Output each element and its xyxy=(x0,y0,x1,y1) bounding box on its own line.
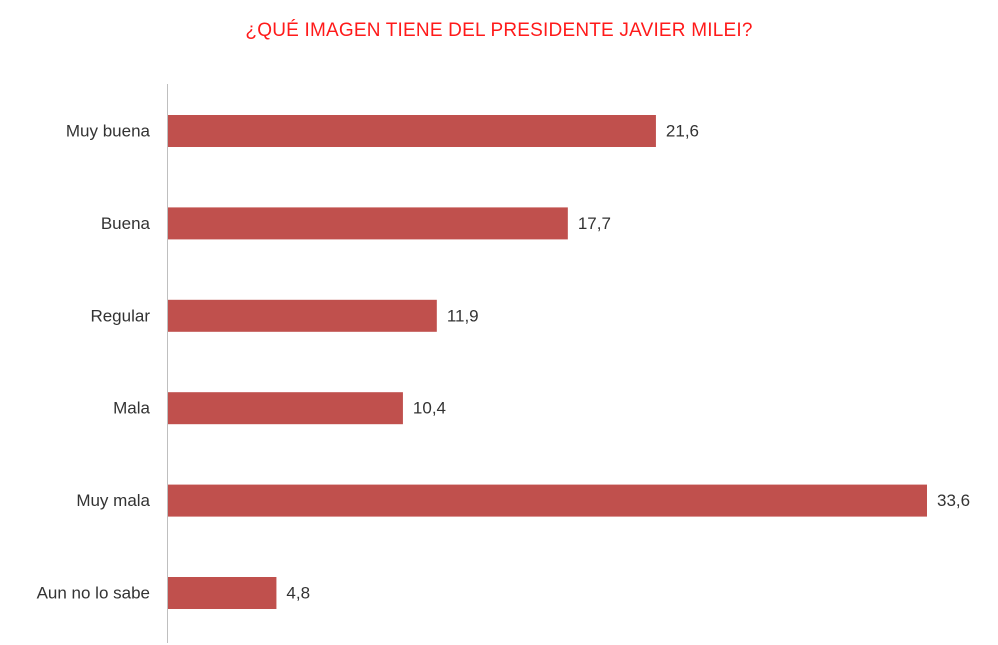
category-label: Muy mala xyxy=(76,491,150,510)
value-label: 21,6 xyxy=(666,122,699,141)
value-label: 11,9 xyxy=(447,306,479,325)
bars-group: Muy buena 21,6 Buena 17,7 Regular 11,9 Mala 10,… xyxy=(37,115,970,609)
chart-title: ¿QUÉ IMAGEN TIENE DEL PRESIDENTE JAVIER … xyxy=(245,20,753,41)
bar xyxy=(168,115,656,147)
value-label: 33,6 xyxy=(937,491,970,510)
category-label: Mala xyxy=(113,399,150,418)
value-label: 17,7 xyxy=(578,214,611,233)
value-label: 4,8 xyxy=(286,584,310,603)
bar xyxy=(168,577,277,609)
bar xyxy=(168,299,437,332)
category-label: Buena xyxy=(101,214,151,233)
bar xyxy=(168,392,403,425)
category-label: Muy buena xyxy=(66,122,151,141)
value-label: 10,4 xyxy=(413,399,446,418)
bar xyxy=(168,207,568,240)
bar xyxy=(168,484,927,517)
category-label: Aun no lo sabe xyxy=(37,584,150,603)
category-label: Regular xyxy=(90,306,150,325)
